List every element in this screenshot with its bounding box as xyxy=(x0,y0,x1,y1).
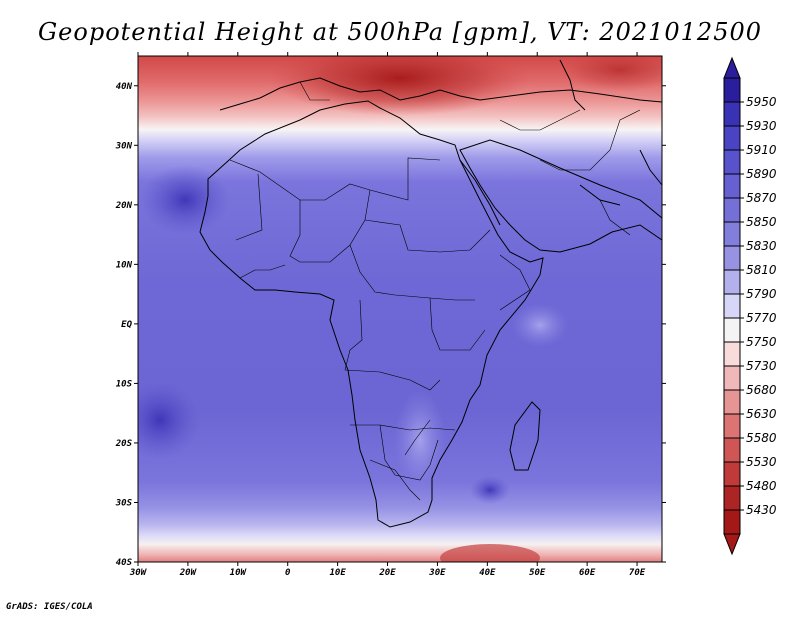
lon-tick-label: 30W xyxy=(129,568,148,578)
colorbar-label: 5810 xyxy=(746,263,777,277)
lon-tick-label: 20W xyxy=(179,568,198,578)
lon-tick-label: 70E xyxy=(629,568,646,578)
colorbar-label: 5530 xyxy=(746,455,777,469)
lat-tick-label: 10N xyxy=(116,260,133,270)
lat-tick-label: 30S xyxy=(115,498,133,508)
india-coast xyxy=(639,149,663,186)
lon-tick-label: 10E xyxy=(329,568,346,578)
colorbar-label: 5790 xyxy=(746,287,777,301)
colorbar-top-arrow xyxy=(723,56,741,79)
colorbar-label: 5730 xyxy=(746,359,777,373)
height-field xyxy=(138,56,662,562)
colorbar-swatch xyxy=(723,461,741,487)
lat-tick-label: EQ xyxy=(121,320,132,330)
lon-tick-label: 60E xyxy=(579,568,596,578)
lon-tick-label: 40E xyxy=(479,568,496,578)
lat-tick-label: 30N xyxy=(115,141,133,151)
colorbar-swatch xyxy=(723,221,741,247)
red-sea xyxy=(459,159,501,226)
colorbar-swatch xyxy=(723,101,741,127)
colorbar-label: 5750 xyxy=(746,335,777,349)
arabian-peninsula xyxy=(459,139,663,253)
colorbar-swatch xyxy=(723,197,741,223)
lon-tick-label: 50E xyxy=(529,568,546,578)
coastlines xyxy=(199,59,663,528)
madagascar xyxy=(509,401,541,471)
colorbar-label: 5630 xyxy=(746,407,777,421)
lon-tick-label: 10W xyxy=(230,568,248,578)
colorbar-swatch xyxy=(723,485,741,511)
lon-tick-label: 0 xyxy=(285,568,291,578)
colorbar-swatch xyxy=(723,437,741,463)
colorbar-swatch xyxy=(723,245,741,271)
longitude-axis: 30W 20W 10W 0 10E 20E 30E 40E 50E 60E 70E xyxy=(129,52,646,578)
colorbar-swatch xyxy=(723,293,741,319)
colorbar-label: 5580 xyxy=(746,431,777,445)
colorbar-swatch xyxy=(723,269,741,295)
lat-tick-label: 20S xyxy=(115,439,133,449)
grads-credit: GrADS: IGES/COLA xyxy=(6,602,93,612)
colorbar-swatch xyxy=(723,77,741,103)
lat-tick-label: 20N xyxy=(115,201,133,211)
plot-frame xyxy=(137,55,663,563)
colorbar-label: 5830 xyxy=(746,239,777,253)
country-borders xyxy=(229,81,641,501)
colorbar-swatch xyxy=(723,149,741,175)
colorbar-label: 5950 xyxy=(746,95,777,109)
colorbar-swatch xyxy=(723,365,741,391)
lon-tick-label: 30E xyxy=(428,568,446,578)
colorbar-swatch xyxy=(723,341,741,367)
colorbar-label: 5850 xyxy=(746,215,777,229)
colorbar-swatch xyxy=(723,509,741,535)
europe-coast xyxy=(219,77,663,111)
lon-tick-label: 20E xyxy=(378,568,396,578)
colorbar-label: 5910 xyxy=(746,143,777,157)
africa-coastline xyxy=(199,100,544,528)
colorbar-label: 5680 xyxy=(746,383,777,397)
map-title: Geopotential Height at 500hPa [gpm], VT:… xyxy=(38,18,762,46)
colorbar-swatch xyxy=(723,317,741,343)
colorbar-swatch xyxy=(723,125,741,151)
lat-tick-label: 40S xyxy=(116,558,133,568)
colorbar-swatch xyxy=(723,173,741,199)
colorbar-label: 5890 xyxy=(746,167,777,181)
colorbar-swatch xyxy=(723,389,741,415)
lat-tick-label: 40N xyxy=(116,82,133,92)
colorbar-swatch xyxy=(723,413,741,439)
colorbar-label: 5480 xyxy=(746,479,777,493)
colorbar-label: 5770 xyxy=(746,311,777,325)
caspian-coast xyxy=(559,59,586,111)
colorbar-label: 5930 xyxy=(746,119,777,133)
latitude-axis: 40N 30N 20N 10N EQ 10S 20S 30S 40S xyxy=(115,82,666,568)
colorbar-label: 5870 xyxy=(746,191,777,205)
lat-tick-label: 10S xyxy=(116,379,133,389)
colorbar-label: 5430 xyxy=(746,503,777,517)
colorbar: 5950 5930 5910 5890 5870 5850 5830 5810 5790 5770… xyxy=(723,56,777,556)
colorbar-bottom-arrow xyxy=(723,533,741,556)
